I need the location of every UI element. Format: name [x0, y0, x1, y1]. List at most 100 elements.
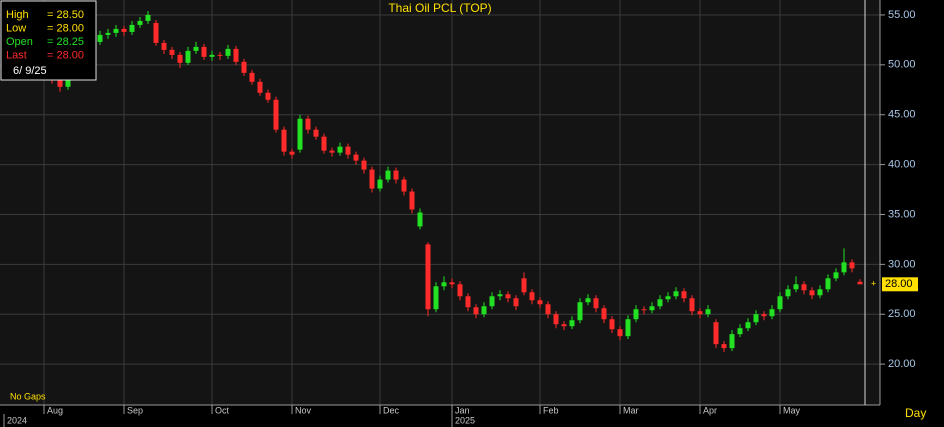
x-tick-label: Nov	[295, 405, 312, 415]
candle-body	[393, 170, 399, 180]
x-tick-label: Mar	[623, 405, 639, 415]
candle-body	[57, 79, 63, 87]
candle-body	[481, 306, 487, 315]
candle-body	[489, 296, 495, 307]
candle-body	[257, 81, 263, 93]
info-name: Low	[6, 22, 26, 34]
candle-body	[425, 244, 431, 310]
candle-body	[601, 308, 607, 320]
candle-body	[713, 322, 719, 345]
candle-body	[809, 290, 815, 296]
candle-body	[465, 296, 471, 308]
info-name: Open	[6, 36, 33, 48]
info-name: High	[6, 9, 29, 21]
candle-body	[297, 118, 303, 150]
info-box: 6/ 9/25 High = 28.50 Low = 28.00 Open = 28.25…	[0, 0, 97, 81]
candle-body	[497, 294, 503, 297]
info-value: = 28.25	[47, 36, 84, 48]
candle-body	[609, 319, 615, 330]
candle-body	[513, 298, 519, 307]
candle-body	[345, 146, 351, 155]
candle-body	[617, 329, 623, 337]
info-value: = 28.00	[47, 22, 84, 34]
candle-body	[225, 48, 231, 56]
candle-body	[689, 298, 695, 312]
candle-body	[545, 304, 551, 315]
candle-body	[649, 306, 655, 311]
candle-body	[121, 28, 127, 32]
candle-body	[793, 284, 799, 290]
info-value: = 28.00	[47, 49, 84, 61]
x-tick-label: Jan	[455, 405, 470, 415]
candle-body	[129, 24, 135, 32]
last-price-tag	[882, 277, 918, 292]
candle-body	[273, 99, 279, 130]
candle-body	[137, 20, 143, 25]
x-tick-label: Apr	[703, 405, 717, 415]
candle-body	[185, 50, 191, 63]
candle-body	[817, 289, 823, 296]
last-price-label: 28.00	[885, 278, 913, 290]
candle-body	[305, 118, 311, 130]
year-label: 2024	[7, 415, 27, 425]
candle-body	[353, 154, 359, 161]
info-frame	[0, 0, 97, 81]
candle-body	[593, 298, 599, 309]
candle-body	[177, 54, 183, 63]
candle-body	[217, 54, 223, 56]
candle-body	[441, 282, 447, 287]
x-tick-label: Aug	[47, 405, 63, 415]
candle-body	[105, 32, 111, 35]
candle-body	[473, 307, 479, 315]
candle-body	[409, 191, 415, 210]
candle-body	[641, 309, 647, 311]
candle-body	[737, 328, 743, 335]
candle-body	[705, 309, 711, 315]
candle-body	[625, 319, 631, 337]
candle-body	[857, 281, 863, 285]
candle-body	[281, 129, 287, 152]
chart-title: Thai Oil PCL (TOP)	[388, 1, 491, 15]
candle-body	[577, 302, 583, 321]
y-tick-label: 40.00	[888, 158, 916, 170]
candle-body	[825, 278, 831, 290]
candle-body	[193, 46, 199, 51]
last-price-marker: +	[871, 279, 876, 289]
candle-body	[113, 28, 119, 33]
y-tick-label: 45.00	[888, 109, 916, 121]
gaps-label: No Gaps	[10, 391, 46, 401]
candle-body	[369, 169, 375, 189]
candle-body	[377, 179, 383, 189]
candle-body	[801, 284, 807, 291]
candle-body	[145, 14, 151, 21]
candle-body	[585, 298, 591, 303]
candle-body	[361, 160, 367, 170]
candle-body	[329, 150, 335, 153]
candle-body	[417, 212, 423, 227]
candle-body	[265, 92, 271, 100]
candle-body	[697, 311, 703, 315]
candle-body	[249, 72, 255, 82]
x-tick-label: Dec	[383, 405, 400, 415]
candle-body	[721, 344, 727, 349]
candle-body	[729, 334, 735, 349]
candle-body	[401, 179, 407, 192]
candle-body	[833, 272, 839, 279]
y-tick-label: 35.00	[888, 208, 916, 220]
y-tick-label: 30.00	[888, 258, 916, 270]
candle-body	[569, 320, 575, 327]
candle-body	[745, 322, 751, 329]
candle-body	[849, 262, 855, 269]
x-tick-label: Oct	[215, 405, 230, 415]
candle-body	[673, 291, 679, 297]
candle-body	[337, 146, 343, 153]
candle-body	[433, 286, 439, 310]
candle-body	[529, 292, 535, 301]
candle-body	[665, 296, 671, 300]
period-label: Day	[905, 406, 926, 420]
info-name: Last	[6, 49, 27, 61]
y-tick-label: 55.00	[888, 9, 916, 21]
x-tick-label: Sep	[127, 405, 143, 415]
info-value: = 28.50	[47, 9, 84, 21]
